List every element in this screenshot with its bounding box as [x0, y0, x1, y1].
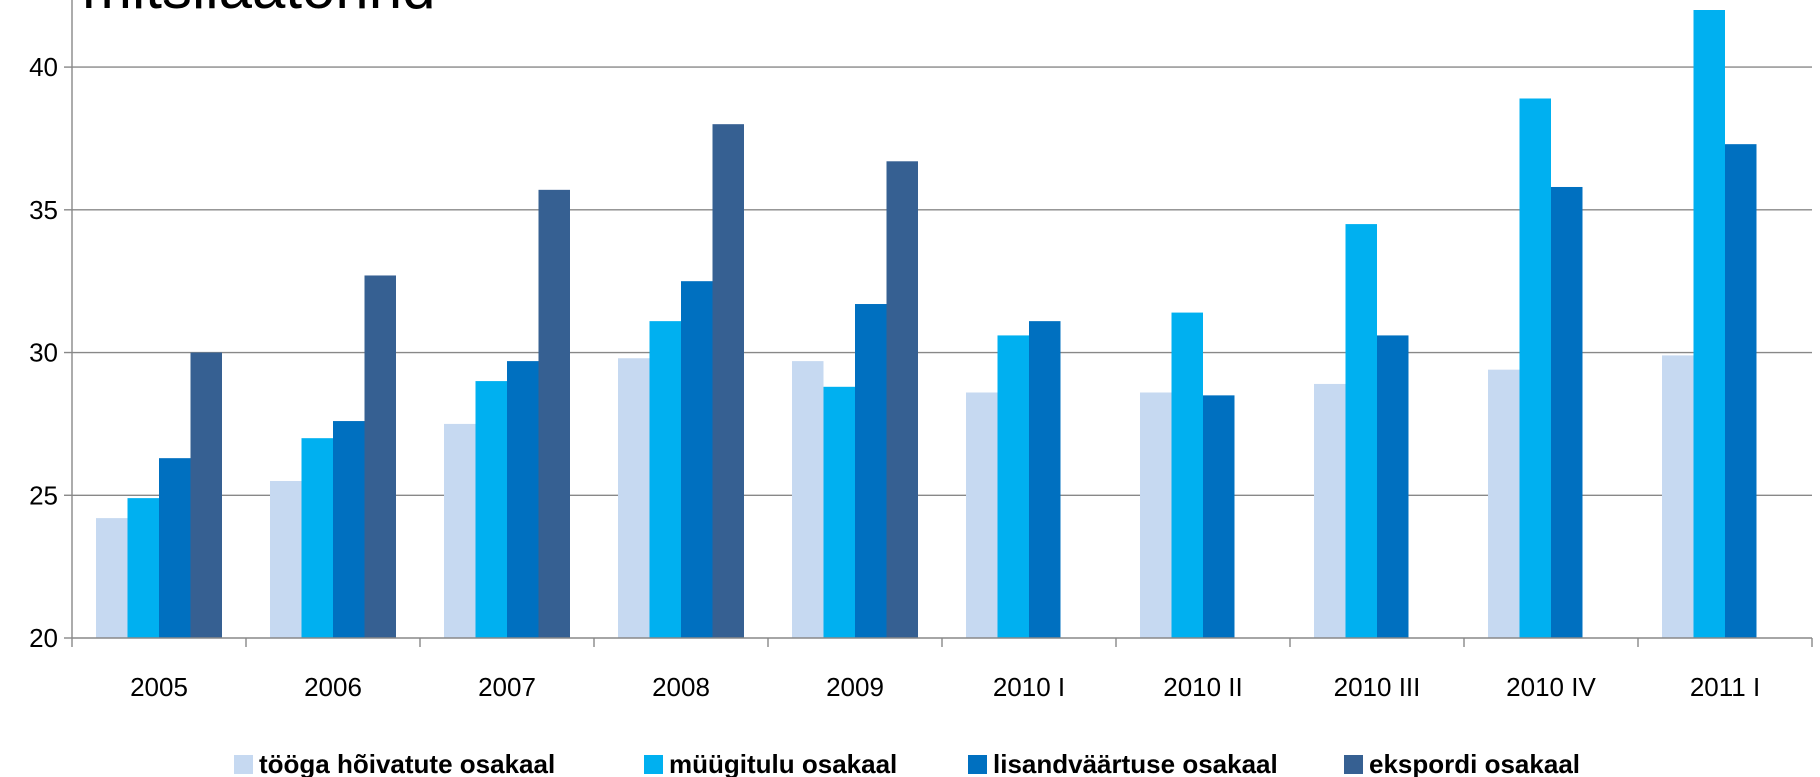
bar: [997, 335, 1029, 638]
x-axis: 2005 2006 2007 2008 2009 2010 I 2010 II 2010 II…: [71, 637, 1813, 702]
bar: [301, 438, 333, 638]
x-tick-label: 2010 I: [993, 672, 1065, 702]
x-tick-label: 2010 II: [1163, 672, 1243, 702]
bar: [127, 498, 159, 638]
bar: [1519, 98, 1551, 638]
bar: [966, 392, 998, 638]
y-tick-label: 40: [29, 52, 58, 82]
bar: [159, 458, 191, 638]
y-tick-label: 25: [29, 480, 58, 510]
x-tick-label: 2008: [652, 672, 710, 702]
legend-swatch: [234, 755, 253, 774]
x-tick-label: 2010 IV: [1506, 672, 1596, 702]
y-tick-label: 30: [29, 338, 58, 368]
bar: [96, 518, 128, 638]
x-tick-label: 2005: [130, 672, 188, 702]
bar: [712, 124, 744, 638]
bar: [444, 423, 476, 638]
bar: [1551, 186, 1583, 638]
bar: [1029, 321, 1061, 638]
bar: [792, 361, 824, 638]
bar: [538, 189, 570, 638]
legend-swatch: [968, 755, 987, 774]
chart-title: mitsiläätorind: [82, 0, 435, 21]
bar: [475, 381, 507, 638]
bar: [1662, 355, 1694, 638]
bar: [1171, 312, 1203, 638]
bar: [190, 352, 222, 638]
legend: tööga hõivatute osakaal müügitulu osakaal…: [234, 749, 1580, 777]
bar: [1140, 392, 1172, 638]
legend-swatch: [644, 755, 663, 774]
bar: [618, 358, 650, 638]
legend-label: ekspordi osakaal: [1369, 749, 1580, 777]
legend-label: tööga hõivatute osakaal: [259, 749, 555, 777]
bar: [1203, 395, 1235, 638]
x-tick-label: 2009: [826, 672, 884, 702]
bar: [855, 304, 887, 638]
legend-label: müügitulu osakaal: [669, 749, 897, 777]
bar: [1488, 369, 1520, 638]
bar: [1314, 383, 1346, 638]
x-tick-label: 2011 I: [1690, 672, 1760, 702]
y-tick-label: 20: [29, 623, 58, 653]
x-tick-label: 2006: [304, 672, 362, 702]
bar: [364, 275, 396, 638]
y-axis-ticks: 20 25 30 35 40: [29, 0, 73, 653]
bars: [96, 10, 1757, 639]
x-tick-label: 2007: [478, 672, 536, 702]
bar: [333, 421, 365, 638]
legend-label: lisandväärtuse osakaal: [993, 749, 1278, 777]
bar: [1725, 144, 1757, 638]
legend-swatch: [1344, 755, 1363, 774]
bar: [886, 161, 918, 639]
x-tick-label: 2010 III: [1334, 672, 1421, 702]
bar: [1693, 10, 1725, 638]
bar: [1377, 335, 1409, 638]
bar: [270, 481, 302, 638]
bar: [823, 386, 855, 638]
bar: [649, 321, 681, 638]
bar: [681, 281, 713, 638]
y-tick-label: 35: [29, 195, 58, 225]
bar: [507, 361, 539, 638]
bar: [1345, 224, 1377, 638]
